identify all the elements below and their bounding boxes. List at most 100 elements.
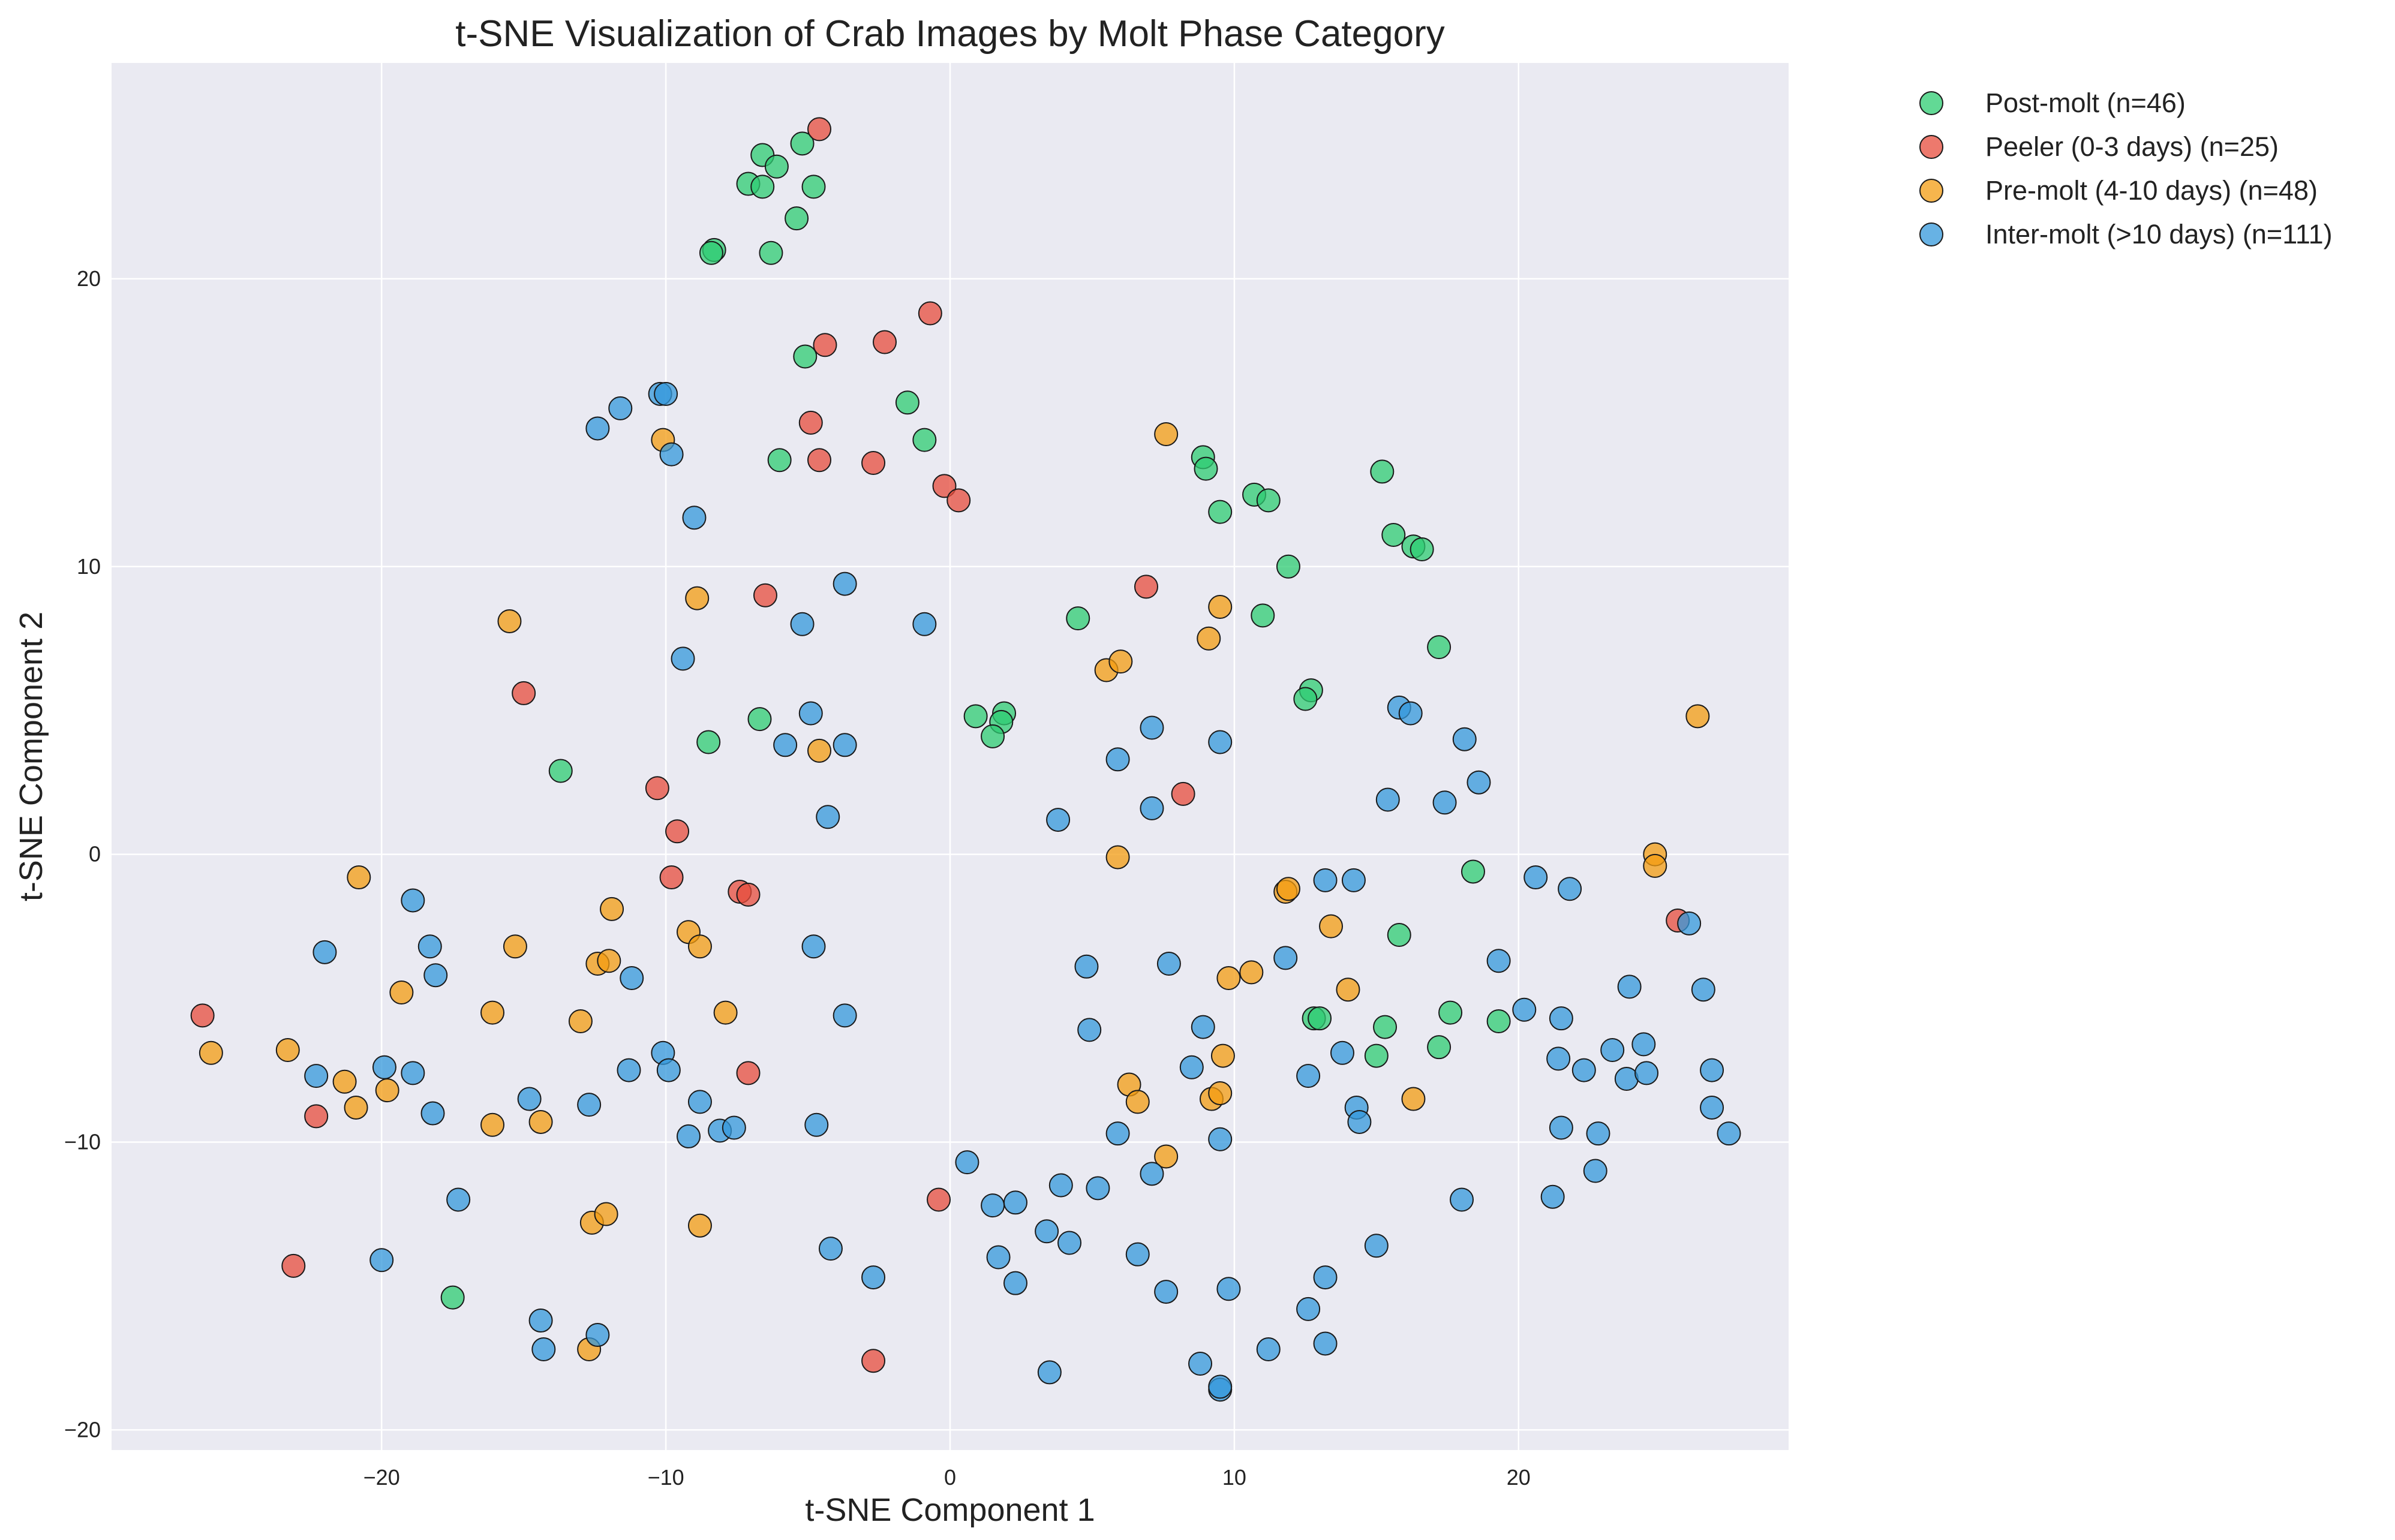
data-point — [347, 865, 371, 890]
data-point — [798, 701, 823, 726]
data-point — [1057, 1231, 1082, 1255]
data-point — [912, 612, 937, 636]
data-point — [1171, 781, 1195, 806]
data-point — [656, 1058, 681, 1082]
data-point — [645, 776, 669, 801]
legend-label: Pre-molt (4-10 days) (n=48) — [1985, 175, 2318, 206]
data-point — [1208, 1127, 1233, 1151]
data-point — [512, 681, 536, 705]
data-point — [497, 609, 522, 633]
data-point — [1105, 1121, 1130, 1146]
data-point — [1523, 865, 1548, 890]
legend: Post-molt (n=46) Peeler (0-3 days) (n=25)… — [1919, 88, 2333, 249]
data-point — [699, 240, 723, 265]
data-point — [1105, 845, 1130, 870]
legend-label: Peeler (0-3 days) (n=25) — [1985, 131, 2279, 162]
grid-lines — [112, 63, 1789, 1450]
data-point — [1549, 1006, 1573, 1031]
data-point — [190, 1003, 215, 1028]
data-point — [1486, 949, 1511, 973]
data-point — [1293, 687, 1318, 711]
data-point — [687, 1213, 712, 1238]
data-point — [1188, 1352, 1213, 1376]
data-point — [671, 646, 695, 671]
data-point — [389, 980, 414, 1004]
data-point — [1276, 877, 1300, 901]
series-3-points — [304, 381, 1741, 1402]
data-point — [480, 1000, 505, 1025]
data-point — [1364, 1043, 1389, 1068]
data-point — [1296, 1297, 1321, 1321]
data-point — [1347, 1109, 1372, 1134]
data-point — [1313, 868, 1338, 892]
data-point — [807, 117, 832, 142]
data-point — [1191, 1015, 1215, 1039]
data-point — [1375, 787, 1400, 812]
legend-label: Inter-molt (>10 days) (n=111) — [1985, 219, 2333, 249]
data-point — [1256, 1337, 1281, 1362]
data-point — [895, 390, 919, 415]
data-point — [1461, 859, 1485, 884]
data-point — [1700, 1095, 1724, 1120]
data-point — [861, 1349, 886, 1373]
data-point — [1154, 1280, 1179, 1304]
data-point — [1387, 923, 1411, 948]
y-tick-label: 20 — [77, 266, 101, 291]
data-point — [685, 586, 710, 610]
data-point — [861, 1265, 886, 1290]
x-tick-label: 20 — [1507, 1465, 1531, 1490]
data-point — [372, 1055, 396, 1079]
data-point — [816, 805, 840, 829]
data-point — [798, 410, 823, 435]
data-point — [1319, 914, 1344, 939]
data-point — [1086, 1176, 1110, 1201]
data-point — [1540, 1184, 1565, 1209]
data-point — [764, 154, 789, 179]
data-point — [528, 1309, 553, 1333]
data-point — [1208, 730, 1233, 754]
x-tick-label: −10 — [648, 1465, 684, 1490]
data-point — [747, 707, 772, 732]
legend-marker — [1919, 179, 1943, 203]
data-point — [1037, 1360, 1062, 1385]
data-point — [548, 759, 573, 783]
data-point — [1438, 1000, 1463, 1025]
data-point — [790, 131, 815, 156]
data-point — [767, 448, 792, 473]
data-point — [807, 738, 832, 763]
data-point — [1450, 1187, 1474, 1212]
data-point — [665, 819, 690, 844]
data-point — [1125, 1090, 1150, 1114]
data-point — [873, 330, 897, 354]
data-point — [932, 474, 957, 498]
data-point — [1486, 1009, 1511, 1033]
data-point — [417, 934, 442, 959]
legend-item: Post-molt (n=46) — [1919, 88, 2186, 118]
data-point — [1108, 649, 1133, 674]
data-point — [585, 416, 610, 441]
legend-marker — [1919, 222, 1943, 246]
data-point — [912, 428, 937, 452]
data-point — [1074, 954, 1099, 979]
data-point — [332, 1069, 357, 1094]
data-point — [1432, 790, 1457, 815]
data-point — [312, 940, 337, 964]
data-point — [1586, 1121, 1610, 1146]
data-point — [1427, 635, 1452, 660]
data-point — [1134, 575, 1158, 599]
data-point — [1077, 1018, 1102, 1042]
data-point — [1600, 1037, 1625, 1062]
data-point — [275, 1037, 300, 1062]
data-point — [1546, 1046, 1571, 1071]
y-axis-label: t-SNE Component 2 — [13, 612, 49, 901]
data-point — [927, 1187, 951, 1212]
legend-item: Peeler (0-3 days) (n=25) — [1919, 131, 2279, 162]
x-axis-label: t-SNE Component 1 — [805, 1492, 1095, 1528]
data-point — [1154, 1144, 1179, 1169]
data-point — [946, 488, 971, 513]
data-point — [446, 1187, 471, 1212]
data-point — [963, 704, 988, 729]
data-point — [1583, 1159, 1607, 1183]
x-tick-label: −20 — [363, 1465, 400, 1490]
